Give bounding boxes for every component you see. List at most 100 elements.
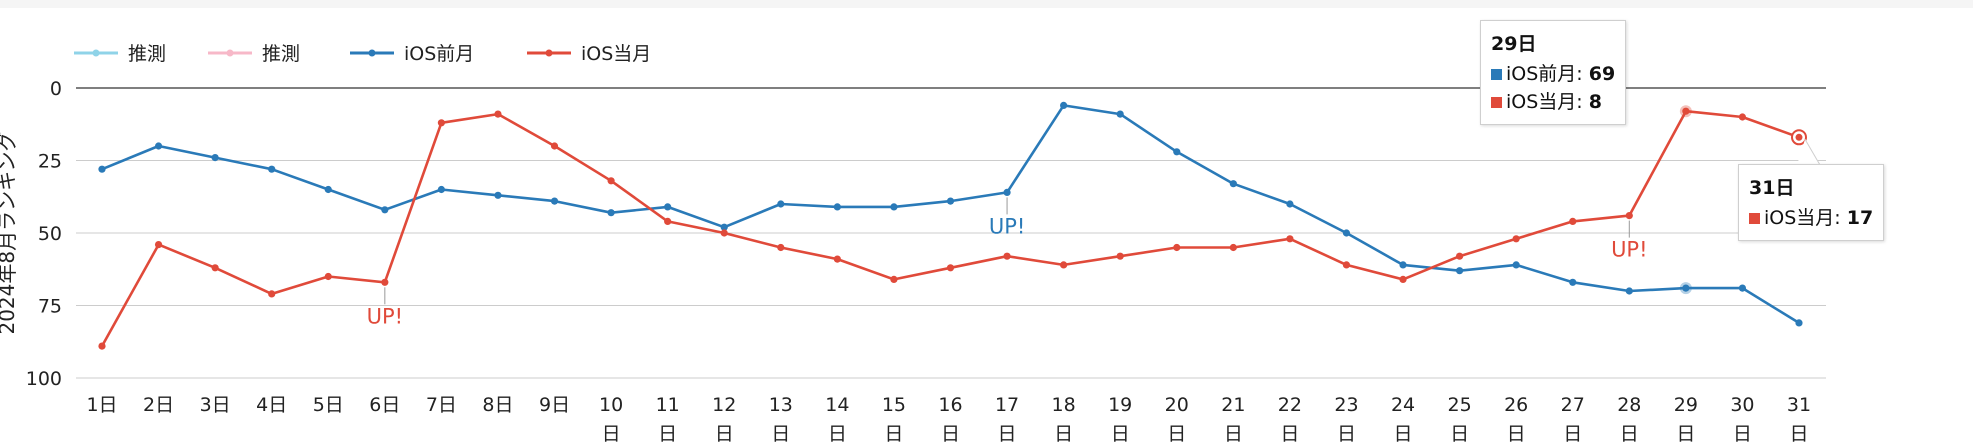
x-tick-text: 13 <box>769 394 793 416</box>
x-tick-text: 16 <box>938 394 962 416</box>
data-point <box>1229 243 1237 252</box>
x-tick-label: 6日 <box>369 394 400 416</box>
legend-label: 推測 <box>262 43 300 65</box>
x-tick-text: 日 <box>1054 423 1073 445</box>
x-tick-label: 17 日 <box>995 394 1019 445</box>
data-point <box>1738 284 1747 292</box>
x-tick-label: 1日 <box>86 394 117 416</box>
x-tick-text: 26 <box>1504 394 1528 416</box>
series-line <box>101 104 1800 325</box>
tooltip-row-label: iOS前月 <box>1506 63 1577 85</box>
legend-marker <box>545 49 553 57</box>
x-tick-text: 10 <box>599 394 623 416</box>
data-point <box>1286 235 1294 243</box>
data-point <box>833 255 841 263</box>
data-point <box>1795 319 1803 327</box>
data-point <box>98 165 106 173</box>
data-point <box>1625 287 1633 295</box>
data-point <box>1738 113 1747 121</box>
x-tick-label: 7日 <box>426 394 457 416</box>
x-tick-label: 23 日 <box>1334 394 1358 445</box>
x-tick-label: 15 日 <box>882 394 906 445</box>
data-point <box>1342 261 1351 269</box>
tooltip-day-29: 29日 iOS前月: 69 iOS当月: 8 <box>1480 20 1627 125</box>
y-tick-label: 25 <box>38 151 62 173</box>
data-point <box>946 264 955 272</box>
hover-halo <box>1679 105 1692 118</box>
x-tick-label: 9日 <box>539 394 570 416</box>
x-tick-text: 27 <box>1561 394 1585 416</box>
data-point <box>1682 107 1690 115</box>
x-tick-label: 3日 <box>200 394 231 416</box>
tooltip-row-label: iOS当月 <box>1506 91 1577 113</box>
data-point <box>1116 110 1124 118</box>
hover-halo <box>1679 282 1692 295</box>
y-tick-label: 0 <box>50 78 62 100</box>
x-tick-text: 日 <box>771 423 790 445</box>
x-tick-text: 日 <box>1733 423 1752 445</box>
legend-marker <box>92 49 100 57</box>
data-point <box>890 275 898 283</box>
x-tick-text: 22 <box>1278 394 1302 416</box>
data-point <box>777 200 785 208</box>
data-point <box>154 142 163 150</box>
data-point <box>1003 252 1011 260</box>
tooltip-row: iOS前月: 69 <box>1491 60 1615 88</box>
x-tick-text: 日 <box>1563 423 1582 445</box>
data-point <box>1173 243 1181 252</box>
x-tick-label: 8日 <box>482 394 513 416</box>
data-point <box>1569 278 1577 286</box>
x-tick-label: 21 日 <box>1221 394 1245 445</box>
data-point <box>720 229 728 237</box>
data-point <box>1286 200 1294 208</box>
data-point <box>550 142 559 150</box>
x-tick-text: 12 <box>712 394 736 416</box>
data-point <box>890 203 898 211</box>
tooltip-row-value: 8 <box>1588 91 1602 113</box>
data-point <box>211 154 219 162</box>
legend-marker <box>368 49 376 57</box>
x-tick-label: 16 日 <box>938 394 962 445</box>
data-point <box>1625 212 1633 220</box>
x-tick-text: 30 <box>1730 394 1754 416</box>
data-point <box>1060 101 1068 109</box>
legend-item: 推測 <box>74 43 166 65</box>
x-tick-text: 17 <box>995 394 1019 416</box>
tooltip-title: 29日 <box>1491 33 1537 55</box>
x-tick-text: 25 <box>1448 394 1472 416</box>
legend-label: iOS当月 <box>581 43 651 65</box>
data-point <box>1399 261 1407 269</box>
x-tick-text: 20 <box>1165 394 1189 416</box>
data-point <box>607 209 615 217</box>
series-swatch <box>1491 97 1502 108</box>
x-tick-text: 1日 <box>86 394 117 416</box>
data-point <box>664 217 672 225</box>
data-point <box>777 243 785 252</box>
data-point <box>1229 180 1237 188</box>
data-point <box>1399 275 1407 283</box>
tooltip-row: iOS当月: 8 <box>1491 88 1615 116</box>
tooltip-row-value: 17 <box>1846 207 1874 229</box>
x-tick-label: 24 日 <box>1391 394 1415 445</box>
x-tick-label: 31 日 <box>1787 394 1811 445</box>
series-swatch <box>1749 213 1760 224</box>
data-point <box>1512 235 1520 243</box>
x-tick-text: 日 <box>1789 423 1808 445</box>
data-point <box>1512 261 1520 269</box>
x-tick-label: 11 日 <box>656 394 680 445</box>
legend-label: 推測 <box>128 43 166 65</box>
legend-item: iOS当月 <box>527 43 651 65</box>
x-tick-text: 日 <box>1507 423 1526 445</box>
data-point <box>1173 148 1181 156</box>
data-point <box>1682 284 1690 292</box>
tooltip-title: 31日 <box>1749 177 1795 199</box>
x-tick-text: 日 <box>1224 423 1243 445</box>
legend-label: iOS前月 <box>404 43 474 65</box>
x-tick-text: 11 <box>656 394 680 416</box>
x-tick-text: 日 <box>658 423 677 445</box>
x-tick-label: 13 日 <box>769 394 793 445</box>
x-tick-text: 日 <box>602 423 621 445</box>
x-tick-text: 14 <box>825 394 849 416</box>
x-tick-label: 14 日 <box>825 394 849 445</box>
x-tick-label: 4日 <box>256 394 287 416</box>
